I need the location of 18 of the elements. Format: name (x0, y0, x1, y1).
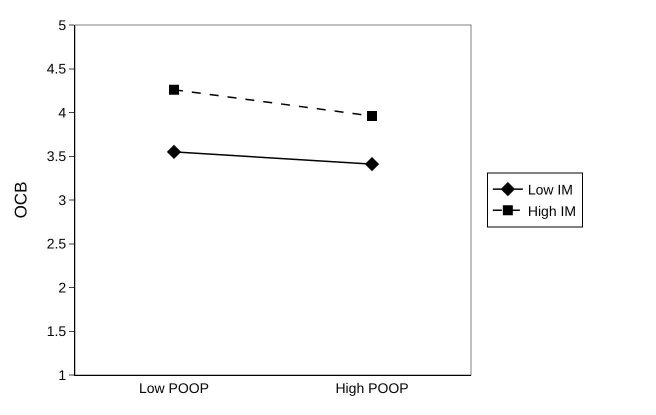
x-tick-label: High POOP (335, 380, 409, 396)
point (169, 84, 179, 95)
y-tick-label: 1 (58, 366, 66, 383)
point (367, 111, 377, 121)
y-tick-label: 3 (58, 192, 66, 208)
x-tick-label: Low POOP (138, 380, 210, 396)
y-axis-title: OCB (11, 182, 30, 218)
y-tick-label: 3.5 (46, 148, 66, 164)
legend-label: Low IM (528, 182, 573, 198)
y-tick-label: 4.5 (46, 60, 66, 77)
y-tick-label: 1.5 (46, 323, 66, 340)
y-tick-label: 2 (58, 279, 66, 296)
point (364, 156, 380, 172)
y-tick-label: 4 (58, 104, 66, 120)
y-tick-label: 5 (58, 16, 66, 33)
legend-label: High IM (528, 202, 576, 219)
point (166, 144, 182, 160)
y-tick-label: 2.5 (46, 236, 66, 252)
